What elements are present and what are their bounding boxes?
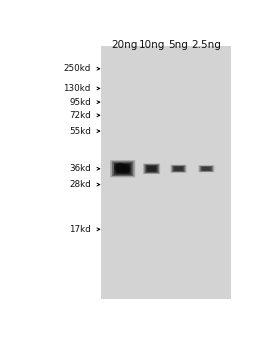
FancyBboxPatch shape [143,163,160,174]
FancyBboxPatch shape [110,160,135,177]
Ellipse shape [114,163,125,172]
Text: 55kd: 55kd [69,127,91,135]
Text: 95kd: 95kd [69,97,91,107]
Text: 10ng: 10ng [139,40,165,50]
FancyBboxPatch shape [148,167,155,171]
Ellipse shape [115,163,131,174]
FancyBboxPatch shape [173,166,184,172]
Text: 28kd: 28kd [69,180,91,189]
FancyBboxPatch shape [146,165,158,172]
FancyBboxPatch shape [203,167,210,170]
Ellipse shape [121,166,130,173]
FancyBboxPatch shape [174,167,183,171]
FancyBboxPatch shape [114,163,132,175]
Text: 250kd: 250kd [63,64,91,73]
FancyBboxPatch shape [172,166,185,172]
FancyBboxPatch shape [202,167,211,171]
Bar [32,41,101,304]
FancyBboxPatch shape [171,165,187,173]
FancyBboxPatch shape [198,165,214,172]
FancyBboxPatch shape [144,164,159,173]
Text: 36kd: 36kd [69,164,91,173]
FancyBboxPatch shape [117,165,128,173]
Text: 5ng: 5ng [169,40,188,50]
Text: 72kd: 72kd [69,111,91,120]
FancyBboxPatch shape [175,167,182,171]
Bar [101,46,231,299]
Text: 20ng: 20ng [112,40,138,50]
FancyBboxPatch shape [147,166,156,172]
FancyBboxPatch shape [112,161,133,176]
Text: 17kd: 17kd [69,225,91,234]
Text: 2.5ng: 2.5ng [191,40,221,50]
Text: 130kd: 130kd [63,84,91,93]
FancyBboxPatch shape [200,166,213,172]
FancyBboxPatch shape [201,166,212,171]
FancyBboxPatch shape [116,164,130,173]
